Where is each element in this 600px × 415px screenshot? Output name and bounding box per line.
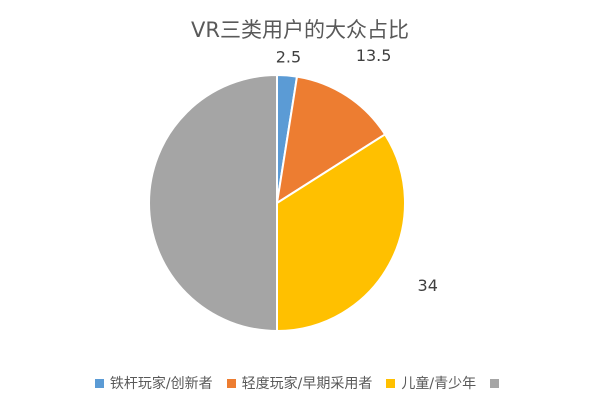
legend-label: 轻度玩家/早期采用者	[241, 376, 373, 392]
data-labels: 2.5 13.5 34	[276, 46, 438, 295]
legend-item: 儿童/青少年	[386, 373, 476, 393]
legend-swatch	[226, 378, 236, 388]
chart-title: VR三类用户的大众占比	[191, 18, 409, 42]
legend-swatch	[386, 378, 396, 388]
chart-legend: 铁杆玩家/创新者 轻度玩家/早期采用者 儿童/青少年	[0, 373, 600, 393]
data-label: 2.5	[276, 47, 301, 66]
legend-item	[490, 378, 505, 388]
legend-swatch	[490, 378, 500, 388]
data-label: 34	[418, 276, 438, 295]
legend-item: 轻度玩家/早期采用者	[226, 373, 373, 393]
legend-label: 铁杆玩家/创新者	[109, 376, 213, 392]
legend-label: 儿童/青少年	[401, 376, 477, 392]
data-label: 13.5	[356, 46, 392, 65]
pie-slices	[148, 73, 406, 333]
legend-swatch	[94, 378, 104, 388]
pie-slice	[275, 75, 387, 206]
pie-slice	[276, 133, 406, 333]
pie-slice	[148, 73, 278, 333]
legend-item: 铁杆玩家/创新者	[94, 373, 213, 393]
